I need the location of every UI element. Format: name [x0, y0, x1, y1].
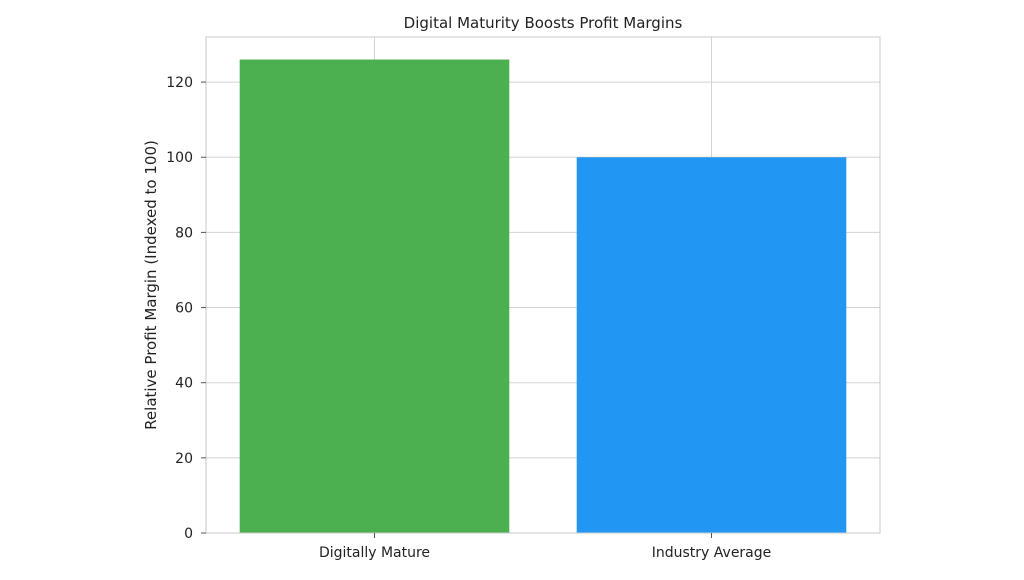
x-tick-label: Industry Average	[652, 545, 772, 561]
y-tick-label: 0	[184, 526, 193, 542]
y-axis-label: Relative Profit Margin (Indexed to 100)	[142, 140, 160, 430]
chart-title: Digital Maturity Boosts Profit Margins	[404, 14, 683, 32]
y-tick-label: 60	[175, 301, 193, 317]
y-tick-label: 80	[175, 225, 193, 241]
y-tick-label: 120	[166, 75, 193, 91]
y-tick-label: 40	[175, 376, 193, 392]
bar-layer	[239, 59, 847, 533]
bar-digitally-mature	[239, 59, 510, 533]
y-tick-label: 20	[175, 451, 193, 467]
plot-frame	[205, 36, 881, 534]
y-tick-label: 100	[166, 150, 193, 166]
x-tick-label: Digitally Mature	[319, 545, 430, 561]
tick-layer: 0 20 40 60 80 100 120 Digitally Mature Industry …	[166, 75, 771, 561]
bar-industry-average	[576, 157, 847, 533]
